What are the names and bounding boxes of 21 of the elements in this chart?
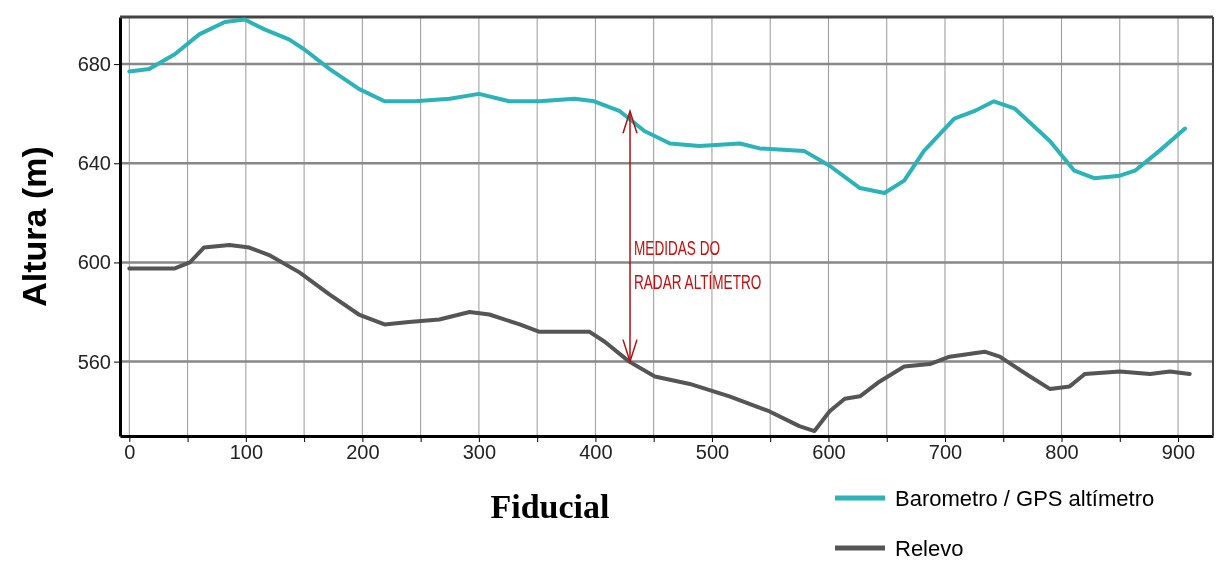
line-series xyxy=(127,17,1188,196)
y-tick-label: 560 xyxy=(77,350,111,373)
x-tick-label: 600 xyxy=(812,441,846,464)
x-tick-label: 200 xyxy=(346,441,380,464)
legend-label: Relevo xyxy=(895,536,964,561)
y-tick-label: 600 xyxy=(77,251,111,274)
legend-label: Barometro / GPS altímetro xyxy=(895,486,1155,511)
x-tick-label: 100 xyxy=(229,441,264,464)
y-tick-label: 680 xyxy=(77,53,111,76)
y-tick-label: 640 xyxy=(77,152,111,175)
x-tick-label: 900 xyxy=(1161,441,1196,464)
x-tick-label: 400 xyxy=(579,441,613,464)
x-axis-title: Fiducial xyxy=(490,488,610,525)
x-tick-label: 700 xyxy=(928,441,963,464)
x-tick-label: 500 xyxy=(695,441,730,464)
x-tick-label: 300 xyxy=(462,441,497,464)
line-series xyxy=(127,243,1192,434)
x-tick-label: 800 xyxy=(1045,441,1079,464)
x-tick-label: 0 xyxy=(124,441,136,464)
annotation: MEDIDAS DO RADAR ALTÍMETRO xyxy=(634,237,762,294)
y-axis-title: Altura (m) xyxy=(15,146,53,307)
